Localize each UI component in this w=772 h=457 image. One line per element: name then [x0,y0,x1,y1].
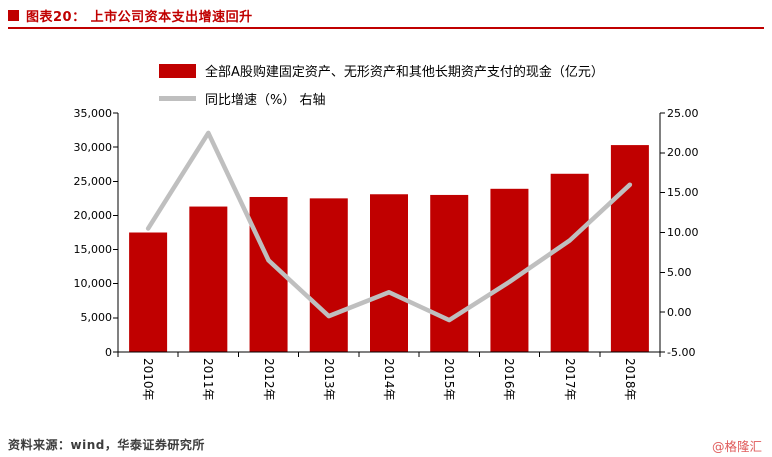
bar-series-swatch-icon [159,63,196,78]
x-axis-tick-label: 2017年 [562,358,577,401]
plot-area [113,112,665,357]
bar [610,145,649,352]
right-axis-tick-label: 25.00 [667,106,699,120]
bar [370,194,408,352]
source-text: 资料来源：wind，华泰证券研究所 [8,438,205,452]
right-axis-tick-label: 0.00 [667,305,692,319]
right-axis-tick-label: 20.00 [667,146,699,160]
x-axis-labels: 2010年 2011年 2012年 2013年 2014年 2015年 2016年 2017年… [118,358,660,418]
left-axis-tick-label: 35,000 [73,106,113,120]
left-axis-tick-label: 5,000 [80,311,113,325]
line-series-swatch-icon [159,96,196,101]
x-axis-tick-label: 2011年 [201,358,216,401]
bar [309,198,348,352]
figure-title: 图表20： 上市公司资本支出增速回升 [26,10,253,25]
bar [129,232,168,352]
axis-lines [113,112,665,357]
watermark-text: @格隆汇 [711,439,762,454]
bar [550,173,589,352]
x-axis-tick-label: 2014年 [382,358,396,401]
x-axis-tick-label: 2015年 [442,358,457,401]
right-axis-tick-label: -5.00 [667,345,696,359]
left-axis-tick-label: 25,000 [73,174,113,188]
right-axis-tick-label: 5.00 [667,265,692,279]
growth-line [145,130,633,323]
header-divider [8,27,764,29]
left-axis-tick-label: 15,000 [73,243,113,257]
x-axis-tick-label: 2018年 [622,358,637,401]
left-axis-tick-label: 10,000 [73,277,113,291]
line-series-label: 同比增速（%） 右轴 [205,93,326,108]
bar [430,194,469,352]
right-axis-tick-label: 15.00 [667,186,699,200]
x-axis-tick-label: 2013年 [321,358,336,401]
x-axis-tick-label: 2012年 [261,358,276,401]
right-axis-tick-label: 10.00 [667,226,699,239]
legend-item-line: 同比增速（%） 右轴 [159,89,326,108]
left-axis-tick-label: 0 [105,345,112,359]
x-axis-tick-label: 2016年 [502,358,517,401]
bar [490,188,529,352]
left-axis-tick-label: 20,000 [73,208,113,222]
bar-series-label: 全部A股购建固定资产、无形资产和其他长期资产支付的现金（亿元） [205,65,604,80]
x-axis-tick-label: 2010年 [141,358,156,401]
left-axis-labels: 35,000 30,000 25,000 20,000 15,000 10,000 5,00… [36,107,113,365]
legend-item-bar: 全部A股购建固定资产、无形资产和其他长期资产支付的现金（亿元） [159,61,604,80]
right-axis-labels: 25.00 20.00 15.00 10.00 5.00 0.00 -5.00 [667,107,727,365]
title-bullet-icon [8,10,19,21]
left-axis-tick-label: 30,000 [73,140,113,154]
figure-header: 图表20： 上市公司资本支出增速回升 [8,6,253,25]
bar [189,206,228,352]
